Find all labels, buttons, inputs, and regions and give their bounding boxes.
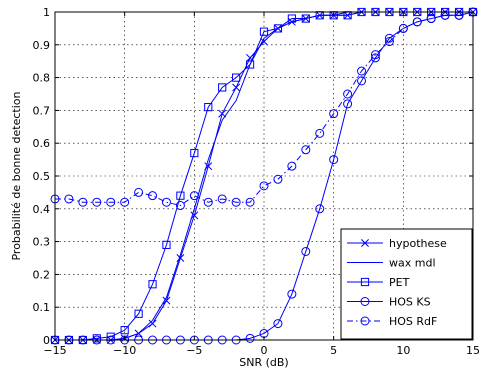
data-point bbox=[343, 89, 353, 99]
data-point bbox=[384, 33, 394, 43]
data-point bbox=[162, 240, 171, 249]
data-point bbox=[343, 99, 353, 109]
data-point bbox=[176, 254, 185, 262]
data-point bbox=[301, 145, 311, 155]
data-point bbox=[412, 17, 422, 27]
data-point bbox=[370, 53, 380, 63]
x-tick-label: −10 bbox=[113, 344, 136, 357]
data-point bbox=[357, 76, 367, 86]
legend-marker bbox=[360, 277, 370, 287]
y-tick-label: 0.2 bbox=[33, 268, 51, 281]
data-point bbox=[398, 23, 408, 33]
legend-item: HOS RdF bbox=[347, 315, 437, 328]
series-line bbox=[55, 11, 474, 207]
data-point bbox=[259, 27, 269, 36]
data-point bbox=[148, 191, 158, 201]
y-tick-label: 0 bbox=[43, 334, 50, 347]
x-tick-label: 5 bbox=[330, 344, 337, 357]
data-point bbox=[245, 60, 255, 69]
legend-item: wax mdl bbox=[347, 257, 436, 270]
legend-marker bbox=[361, 239, 369, 247]
legend-item: PET bbox=[347, 276, 410, 289]
data-point bbox=[134, 309, 143, 318]
y-tick-label: 0.7 bbox=[33, 104, 51, 117]
data-point bbox=[189, 191, 199, 201]
data-point bbox=[370, 50, 380, 60]
data-point bbox=[315, 128, 325, 138]
data-point bbox=[218, 83, 227, 92]
legend-label: hypothese bbox=[389, 237, 447, 250]
data-point bbox=[175, 201, 185, 211]
data-point bbox=[162, 296, 171, 305]
legend-item: hypothese bbox=[347, 237, 447, 250]
x-tick-label: −15 bbox=[43, 344, 66, 357]
data-point bbox=[440, 10, 450, 20]
data-point bbox=[148, 319, 157, 328]
data-point bbox=[190, 148, 199, 158]
data-point bbox=[287, 14, 296, 23]
x-tick-label: 10 bbox=[396, 344, 410, 357]
x-tick-label: 15 bbox=[466, 344, 480, 357]
data-point bbox=[161, 197, 171, 207]
x-tick-label: 0 bbox=[261, 344, 268, 357]
data-point bbox=[357, 66, 367, 76]
x-axis-title: SNR (dB) bbox=[239, 356, 288, 369]
data-point bbox=[287, 161, 297, 171]
y-tick-label: 0.4 bbox=[33, 203, 51, 216]
data-point bbox=[245, 333, 255, 343]
legend-item: HOS KS bbox=[347, 296, 431, 309]
legend: hypothese wax mdl PET HOS KS HOS RdF bbox=[340, 228, 473, 340]
data-point bbox=[426, 14, 436, 24]
axis-ticks: −15 −10 −5 0 5 10 15 0 0.1 0.2 0.3 0.4 0.5 0.6 0.7 0.8 0… bbox=[33, 6, 481, 357]
grid bbox=[55, 12, 473, 340]
data-point bbox=[301, 14, 310, 23]
y-tick-label: 0.6 bbox=[33, 137, 51, 150]
data-point bbox=[232, 73, 241, 82]
legend-label: wax mdl bbox=[389, 257, 436, 270]
data-point bbox=[287, 289, 297, 299]
data-point bbox=[231, 197, 241, 207]
data-point bbox=[315, 204, 325, 214]
data-point bbox=[92, 197, 102, 207]
legend-marker bbox=[360, 297, 370, 306]
data-point bbox=[454, 10, 464, 20]
data-point bbox=[203, 197, 213, 207]
data-point bbox=[120, 197, 130, 207]
data-point bbox=[232, 83, 241, 92]
data-point bbox=[134, 187, 144, 197]
data-point bbox=[64, 194, 74, 204]
data-point bbox=[273, 174, 283, 184]
data-point bbox=[148, 280, 157, 289]
data-point bbox=[301, 246, 311, 256]
data-point bbox=[259, 181, 269, 191]
y-tick-label: 0.8 bbox=[33, 72, 51, 85]
legend-marker bbox=[360, 316, 370, 326]
y-tick-label: 0.3 bbox=[33, 236, 51, 249]
data-point bbox=[329, 155, 339, 165]
y-tick-label: 0.9 bbox=[33, 39, 51, 52]
legend-label: HOS RdF bbox=[389, 315, 437, 328]
data-point bbox=[106, 197, 116, 207]
legend-label: HOS KS bbox=[389, 296, 431, 309]
data-point bbox=[120, 326, 129, 335]
y-tick-label: 0.5 bbox=[33, 170, 51, 183]
data-point bbox=[384, 37, 394, 47]
data-point bbox=[260, 37, 268, 46]
data-point bbox=[78, 197, 88, 207]
data-point bbox=[245, 197, 255, 207]
data-point bbox=[217, 194, 227, 204]
y-tick-label: 1 bbox=[43, 6, 50, 19]
data-point bbox=[273, 319, 283, 329]
data-point bbox=[176, 191, 185, 200]
x-tick-label: −5 bbox=[186, 344, 202, 357]
y-tick-label: 0.1 bbox=[33, 301, 51, 314]
data-point bbox=[204, 103, 213, 112]
y-axis-title: Probabilité de bonne detection bbox=[10, 91, 23, 260]
legend-label: PET bbox=[389, 276, 410, 289]
series-hos-rdf bbox=[50, 7, 478, 211]
data-point bbox=[329, 109, 339, 119]
data-point bbox=[273, 24, 283, 33]
